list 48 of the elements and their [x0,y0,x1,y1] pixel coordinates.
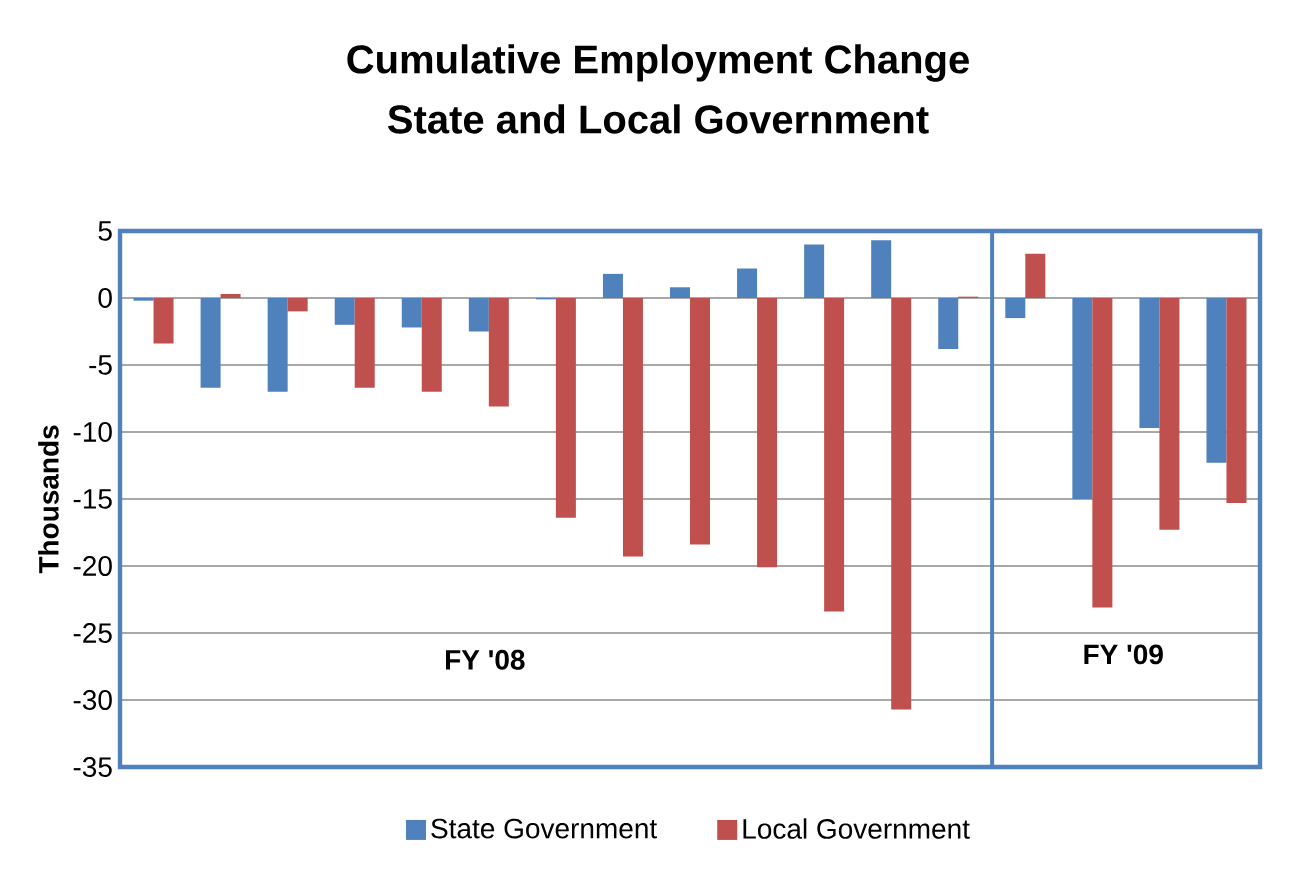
chart-subtitle: State and Local Government [388,104,929,134]
bar [555,298,576,518]
bar [334,298,355,325]
bar [757,298,778,568]
y-tick-label: -5 [89,355,112,375]
bar [200,298,221,388]
y-tick-label: -10 [73,422,112,442]
bar [824,298,845,612]
bar [622,298,643,557]
bar [1226,298,1247,504]
bar [1072,298,1093,499]
bar [871,240,892,298]
bar [1159,298,1180,530]
bar [354,298,375,388]
annotation: FY '08 [446,649,525,670]
bar [133,298,154,301]
bar [468,298,489,332]
y-tick-label: 0 [98,288,112,308]
bar [287,298,308,312]
annotation: FY '09 [1084,644,1163,665]
bar [804,244,825,298]
y-tick-label: 5 [98,221,112,241]
legend-label: State Government [431,818,657,839]
y-tick-label: -25 [73,623,112,643]
y-axis-title: Thousands [38,425,59,574]
chart-title: Cumulative Employment Change [347,44,969,82]
bar [267,298,288,392]
bar [602,273,623,298]
bar [1092,298,1113,608]
bar [220,293,241,298]
bar [938,298,959,349]
y-tick-label: -35 [73,757,112,777]
legend-label: Local Government [743,818,970,839]
bar [891,298,912,710]
bar [153,298,174,344]
y-tick-label: -15 [73,489,112,509]
bar [401,298,422,328]
bar [1005,298,1026,319]
bar [737,268,758,298]
y-tick-label: -30 [73,690,112,710]
bar [690,298,711,545]
y-tick-label: -20 [73,556,112,576]
bar [421,298,442,392]
bar [1206,298,1227,463]
bar [1025,253,1046,298]
bar [1139,298,1160,428]
bar [488,298,509,407]
bar [670,287,691,298]
